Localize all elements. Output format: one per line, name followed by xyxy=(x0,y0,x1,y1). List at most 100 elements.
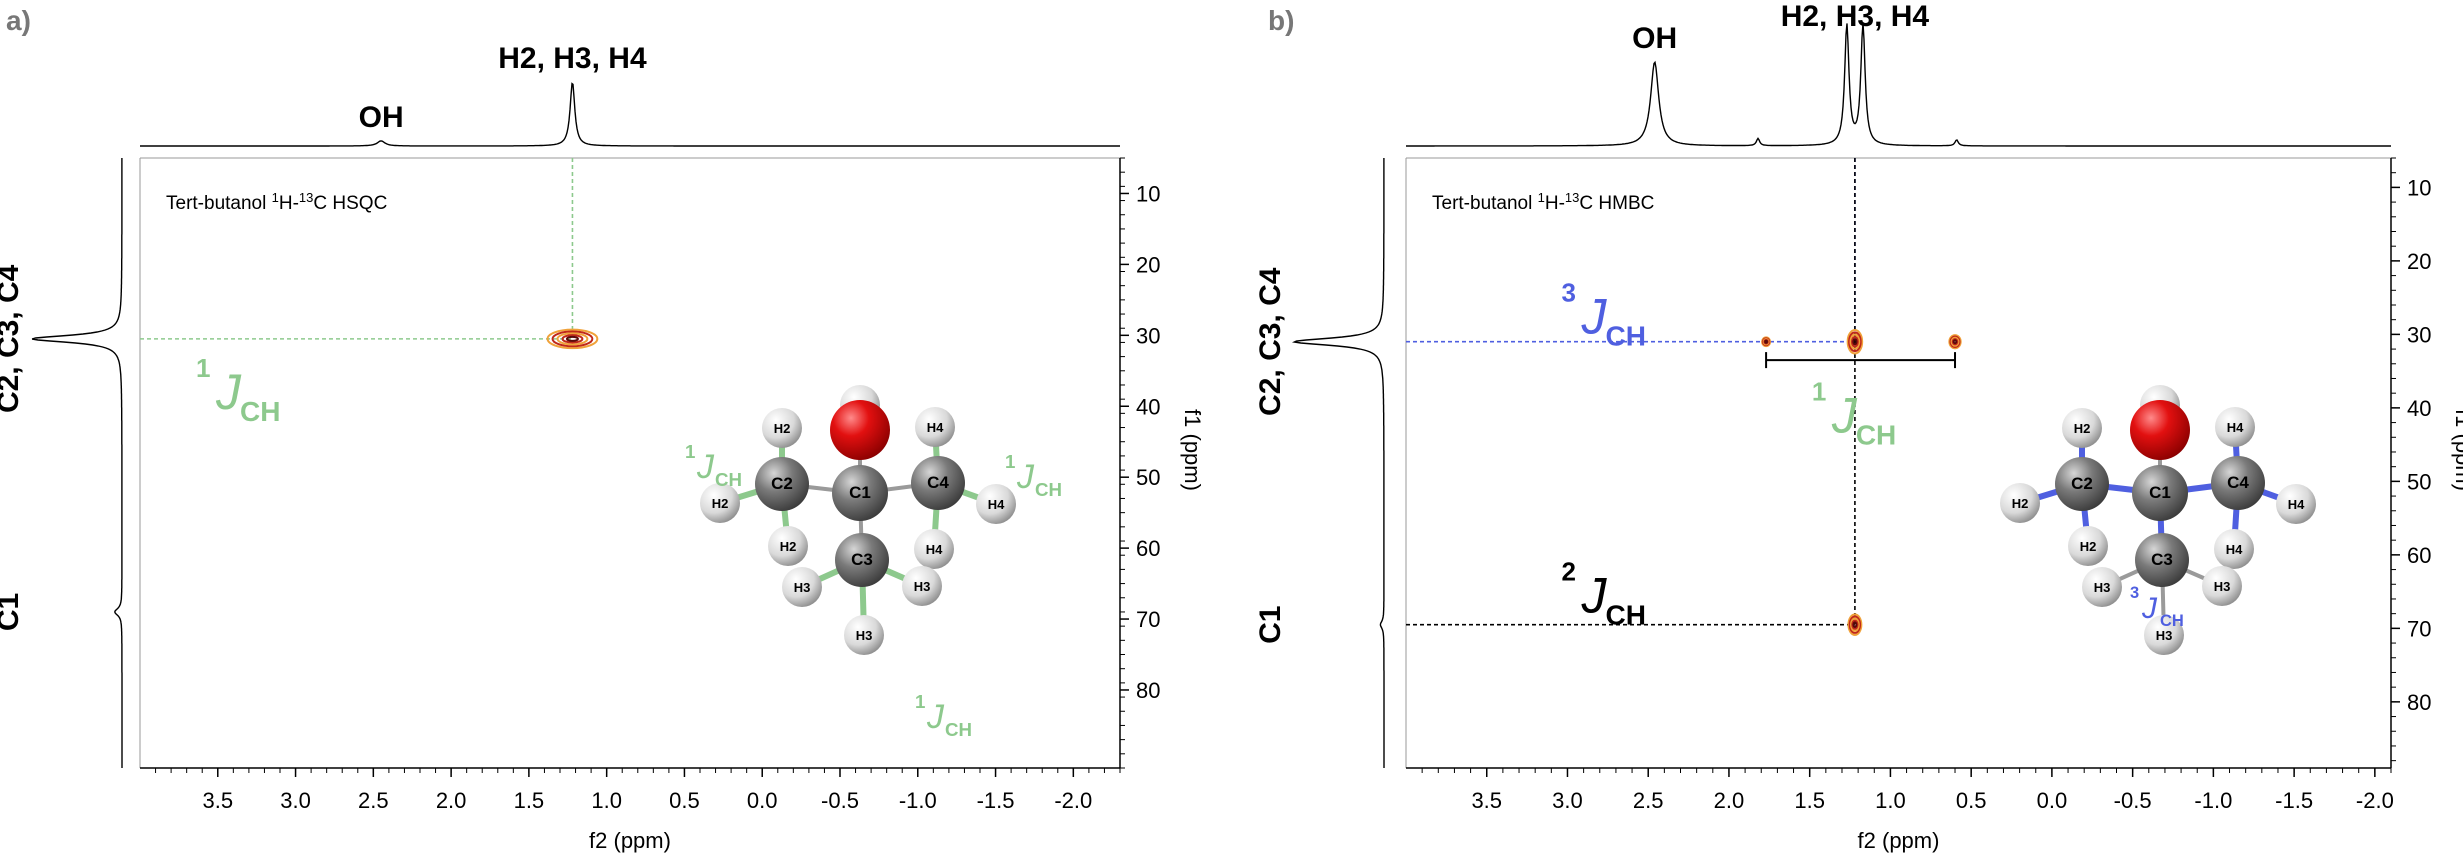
atom-label: H3 xyxy=(2214,579,2231,594)
atom-label: C1 xyxy=(2149,483,2171,502)
y-tick-label: 50 xyxy=(1136,465,1160,490)
x-tick-label: 2.5 xyxy=(1633,788,1664,813)
y-tick-label: 70 xyxy=(2407,616,2431,641)
proton-peak-label: OH xyxy=(1632,22,1677,55)
atom-sphere xyxy=(2215,407,2255,447)
cross-peak xyxy=(546,328,599,350)
coupling-sub: CH xyxy=(945,719,972,740)
atom-label: H3 xyxy=(856,628,873,643)
molecule-coupling-label: 3 J CH xyxy=(2130,584,2184,630)
atom-label: C1 xyxy=(849,483,871,502)
y-tick-label: 30 xyxy=(1136,323,1160,348)
x-tick-label: -2.0 xyxy=(2356,788,2394,813)
atom-sphere xyxy=(835,533,889,587)
contour-ring xyxy=(546,328,599,350)
atom-sphere xyxy=(976,484,1016,524)
coupling-j: J xyxy=(926,698,945,736)
x-tick-label: -1.0 xyxy=(2194,788,2232,813)
contour-ring xyxy=(1949,335,1961,349)
y-tick-label: 40 xyxy=(1136,394,1160,419)
y-tick-label: 60 xyxy=(2407,543,2431,568)
atom-sphere xyxy=(2132,465,2188,521)
x-axis-label: f2 (ppm) xyxy=(589,828,671,853)
x-axis-label: f2 (ppm) xyxy=(1858,828,1940,853)
coupling-j: J xyxy=(2141,592,2158,625)
coupling-sub: CH xyxy=(1606,320,1646,351)
y-tick-label: 50 xyxy=(2407,469,2431,494)
coupling-j: J xyxy=(215,364,242,420)
contour-ring xyxy=(1764,339,1768,344)
plot-title: Tert-butanol 1H-13C HSQC xyxy=(166,190,387,215)
atom-sphere xyxy=(2130,400,2190,460)
coupling-j: J xyxy=(1581,568,1608,624)
atom-sphere xyxy=(902,566,942,606)
contour-ring xyxy=(1852,338,1858,346)
x-tick-label: 1.5 xyxy=(1794,788,1825,813)
atom-label: C2 xyxy=(2071,474,2093,493)
contour-ring xyxy=(1950,336,1960,347)
contour-ring xyxy=(1848,615,1862,634)
atom-sphere xyxy=(755,457,809,511)
atom-label: H2 xyxy=(2012,496,2029,511)
coupling-sup: 2 xyxy=(1562,557,1576,587)
coupling-sub: CH xyxy=(1035,479,1062,500)
atom-label: C2 xyxy=(771,474,793,493)
y-tick-label: 30 xyxy=(2407,322,2431,347)
coupling-label: 1 J CH xyxy=(1812,377,1896,451)
atom-sphere xyxy=(2276,484,2316,524)
y-tick-label: 60 xyxy=(1136,536,1160,561)
atom-label: H4 xyxy=(988,497,1005,512)
atom-label: H2 xyxy=(2080,539,2097,554)
coupling-sup: 1 xyxy=(196,353,210,383)
hsqc-panel: a) 3.5 3.0 2.5 2.0 1.5 1.0 0.5 0.0 -0.5 -1.0 -1.5 -2… xyxy=(0,5,1205,853)
contour-ring xyxy=(1951,338,1959,346)
proton-projection-trace xyxy=(140,82,1120,147)
x-tick-label: 0.5 xyxy=(669,788,700,813)
contour-ring xyxy=(1849,333,1861,350)
proton-peak-label: H2, H3, H4 xyxy=(498,42,647,75)
y-tick-label: 80 xyxy=(1136,678,1160,703)
x-tick-label: -1.5 xyxy=(2275,788,2313,813)
x-tick-label: 2.5 xyxy=(358,788,389,813)
contour-ring xyxy=(1948,334,1962,350)
x-tick-label: -0.5 xyxy=(2114,788,2152,813)
atom-label: C4 xyxy=(927,473,949,492)
atom-sphere xyxy=(2062,408,2102,448)
atom-sphere xyxy=(2214,529,2254,569)
tert-butanol-molecule: H2 H2 H2 H4 H4 H4 H3 H3 H3 C2 C4 C3 C1 3 J CH xyxy=(2000,385,2316,655)
carbon-projection-trace xyxy=(31,158,123,768)
atom-label: C3 xyxy=(2151,550,2173,569)
coupling-j: J xyxy=(1016,458,1035,496)
x-tick-label: 0.0 xyxy=(2037,788,2068,813)
atom-sphere xyxy=(762,408,802,448)
atom-sphere xyxy=(2000,483,2040,523)
atom-sphere xyxy=(844,615,884,655)
y-tick-label: 10 xyxy=(1136,181,1160,206)
coupling-label: 1 J CH xyxy=(196,353,280,427)
atom-sphere xyxy=(911,456,965,510)
atom-sphere xyxy=(782,567,822,607)
cross-peak xyxy=(1948,334,1962,350)
contour-ring xyxy=(1852,621,1858,628)
atom-label: H2 xyxy=(780,539,797,554)
atom-label: C3 xyxy=(851,550,873,569)
coupling-sup: 3 xyxy=(1562,277,1576,307)
x-tick-label: 0.5 xyxy=(1956,788,1987,813)
x-tick-label: 3.0 xyxy=(1552,788,1583,813)
atom-sphere xyxy=(914,529,954,569)
y-tick-label: 40 xyxy=(2407,396,2431,421)
y-tick-label: 10 xyxy=(2407,175,2431,200)
coupling-sub: CH xyxy=(240,396,280,427)
atom-sphere xyxy=(700,483,740,523)
atom-sphere xyxy=(830,400,890,460)
atom-sphere xyxy=(2135,533,2189,587)
x-tick-label: 2.0 xyxy=(436,788,467,813)
atom-sphere xyxy=(2202,566,2242,606)
x-tick-label: 2.0 xyxy=(1714,788,1745,813)
x-tick-label: 1.0 xyxy=(1875,788,1906,813)
atom-label: H4 xyxy=(2288,497,2305,512)
atom-sphere xyxy=(2211,456,2265,510)
contour-ring xyxy=(561,334,584,344)
x-tick-label: 1.0 xyxy=(591,788,622,813)
